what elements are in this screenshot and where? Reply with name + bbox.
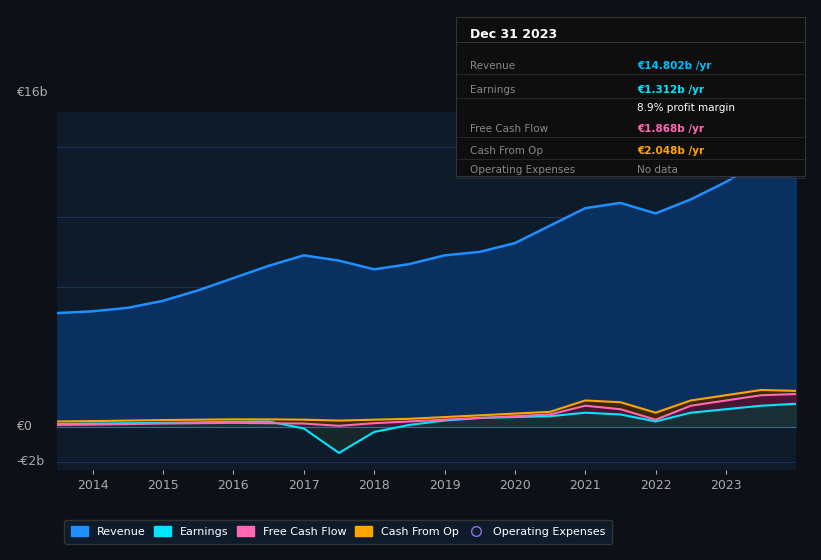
Text: €16b: €16b	[16, 86, 48, 99]
Text: Earnings: Earnings	[470, 86, 515, 95]
Text: No data: No data	[637, 165, 678, 175]
Text: Operating Expenses: Operating Expenses	[470, 165, 575, 175]
Text: €1.312b /yr: €1.312b /yr	[637, 86, 704, 95]
Text: €2.048b /yr: €2.048b /yr	[637, 146, 704, 156]
Text: -€2b: -€2b	[16, 455, 44, 468]
Text: 8.9% profit margin: 8.9% profit margin	[637, 103, 735, 113]
Text: Revenue: Revenue	[470, 62, 515, 72]
Text: Free Cash Flow: Free Cash Flow	[470, 124, 548, 134]
Text: €1.868b /yr: €1.868b /yr	[637, 124, 704, 134]
Legend: Revenue, Earnings, Free Cash Flow, Cash From Op, Operating Expenses: Revenue, Earnings, Free Cash Flow, Cash …	[64, 520, 612, 544]
Text: Dec 31 2023: Dec 31 2023	[470, 28, 557, 41]
Text: €0: €0	[16, 420, 32, 433]
Text: €14.802b /yr: €14.802b /yr	[637, 62, 712, 72]
Text: Cash From Op: Cash From Op	[470, 146, 543, 156]
